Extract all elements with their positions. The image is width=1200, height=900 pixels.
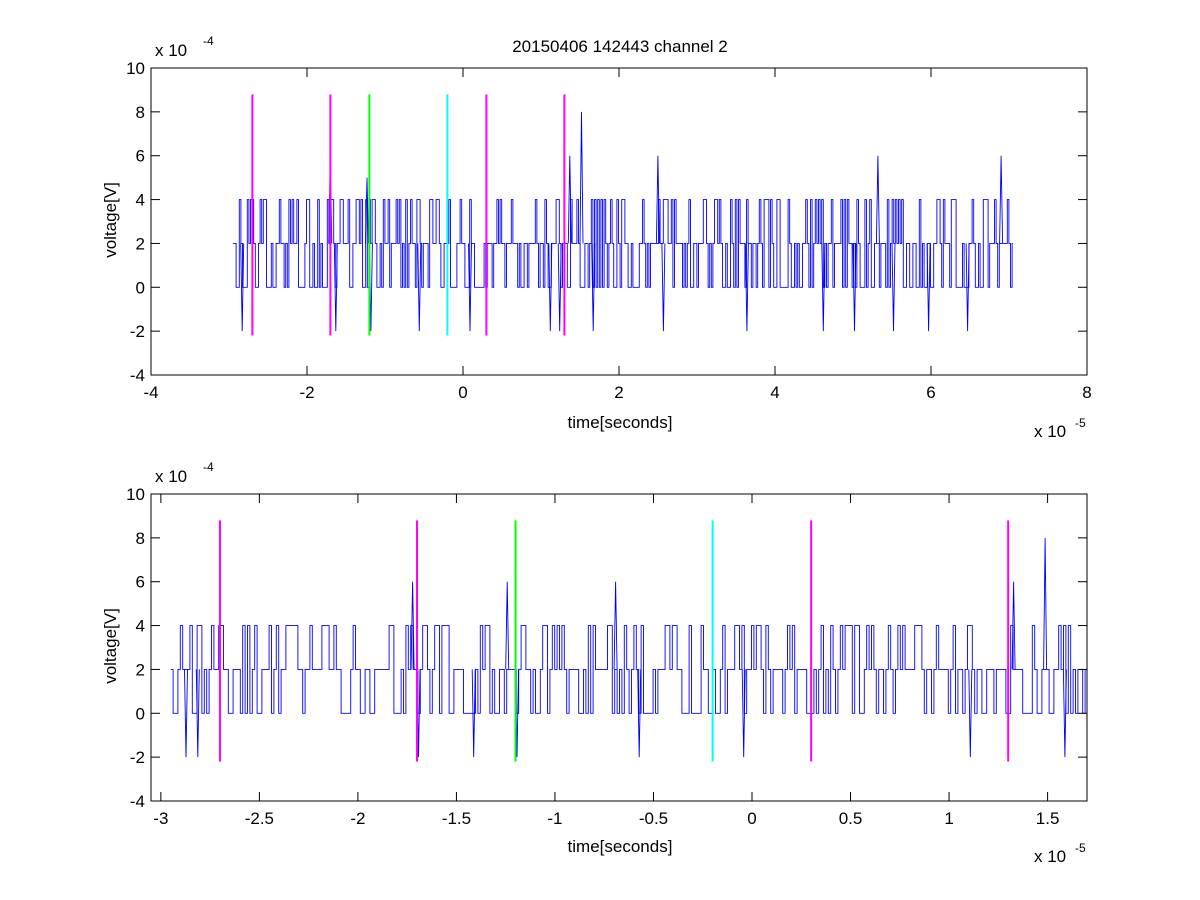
bottom-ytick-label: 4 (136, 617, 145, 636)
bottom-xtick-label: 1.5 (1036, 809, 1060, 828)
bottom-ytick-label: 6 (136, 573, 145, 592)
bottom-y-exponent-base: x 10 (155, 467, 187, 486)
bottom-xtick-label: -2 (350, 809, 365, 828)
bottom-xtick-label: -1.5 (442, 809, 471, 828)
top-xtick-label: -4 (143, 383, 158, 402)
bottom-x-exponent-power: -5 (1075, 841, 1086, 855)
top-ytick-label: 8 (136, 103, 145, 122)
top-series-line (232, 199, 1013, 288)
bottom-xtick-label: 0 (747, 809, 756, 828)
bottom-xtick-label: -1 (547, 809, 562, 828)
top-ytick-label: 2 (136, 234, 145, 253)
bottom-plot-y-exponent: x 10 -4 (155, 460, 214, 486)
top-ytick-label: -4 (130, 366, 145, 385)
bottom-ytick-label: 0 (136, 704, 145, 723)
top-x-exponent-power: -5 (1075, 416, 1086, 430)
bottom-ytick-label: 10 (126, 485, 145, 504)
top-xtick-label: 8 (1082, 383, 1091, 402)
bottom-plot-ylabel: voltage[V] (101, 608, 120, 684)
bottom-xtick-label: 0.5 (839, 809, 863, 828)
top-y-exponent-power: -4 (203, 34, 214, 48)
bottom-y-exponent-power: -4 (203, 460, 214, 474)
bottom-ytick-label: -2 (130, 748, 145, 767)
top-ytick-label: 10 (126, 59, 145, 78)
top-plot-markers (251, 94, 566, 336)
bottom-series-spikes (184, 537, 1067, 758)
top-ytick-label: 0 (136, 278, 145, 297)
bottom-xtick-label: -0.5 (639, 809, 668, 828)
top-xtick-label: -2 (299, 383, 314, 402)
top-xtick-label: 2 (614, 383, 623, 402)
bottom-axes-box (150, 493, 1088, 802)
bottom-ytick-label: 8 (136, 529, 145, 548)
bottom-xtick-label: -3 (153, 809, 168, 828)
bottom-xtick-label: 1 (944, 809, 953, 828)
bottom-x-exponent-base: x 10 (1034, 847, 1066, 866)
top-plot-x-exponent: x 10 -5 (1034, 416, 1086, 441)
top-plot-xlabel: time[seconds] (568, 413, 673, 432)
top-ytick-label: 6 (136, 147, 145, 166)
bottom-xtick-label: -2.5 (245, 809, 274, 828)
top-plot-title: 20150406 142443 channel 2 (512, 37, 728, 56)
bottom-plot-axes: -3 -2.5 -2 -1.5 -1 -0.5 0 0.5 1 1.5 -4 -2 0 2 4 6 8 10 (126, 485, 1088, 828)
bottom-plot: x 10 -4 -3 -2.5 -2 -1.5 -1 -0.5 0 0.5 1 1.5 -4 -2 0 2… (101, 460, 1088, 866)
top-x-exponent-base: x 10 (1034, 422, 1066, 441)
top-ytick-label: -2 (130, 322, 145, 341)
top-xtick-label: 0 (458, 383, 467, 402)
top-y-exponent-base: x 10 (155, 41, 187, 60)
bottom-series-line (170, 625, 1087, 714)
top-plot-y-exponent: x 10 -4 (155, 34, 214, 60)
top-plot: 20150406 142443 channel 2 x 10 -4 -4 -2 0 2… (101, 34, 1092, 441)
top-xtick-label: 4 (770, 383, 779, 402)
top-plot-ylabel: voltage[V] (101, 182, 120, 258)
bottom-plot-xlabel: time[seconds] (568, 837, 673, 856)
bottom-plot-data (170, 537, 1087, 758)
bottom-plot-x-exponent: x 10 -5 (1034, 841, 1086, 866)
top-series-spikes (240, 111, 1004, 332)
bottom-ytick-label: 2 (136, 660, 145, 679)
bottom-plot-markers (218, 520, 1010, 762)
top-plot-axes: -4 -2 0 2 4 6 8 -4 -2 0 2 4 6 8 10 (126, 59, 1092, 402)
bottom-ytick-label: -4 (130, 792, 145, 811)
top-plot-data (232, 111, 1013, 332)
top-ytick-label: 4 (136, 191, 145, 210)
top-xtick-label: 6 (926, 383, 935, 402)
